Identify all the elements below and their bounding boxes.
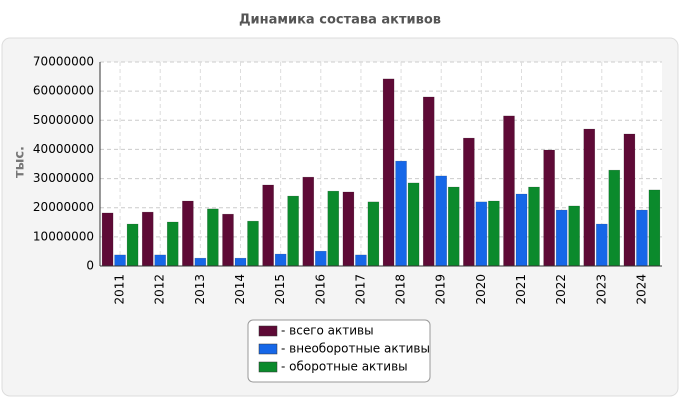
y-tick-label: 60000000 [33, 84, 94, 98]
x-tick-label: 2018 [394, 274, 408, 305]
x-tick-label: 2014 [233, 274, 247, 305]
x-tick-label: 2023 [594, 274, 608, 305]
bar [422, 96, 435, 267]
bar [407, 182, 420, 267]
bar [515, 193, 528, 267]
bar [367, 201, 380, 267]
bar [141, 211, 154, 267]
x-tick-label: 2013 [193, 274, 207, 305]
bar [648, 189, 661, 267]
bar [207, 208, 219, 267]
bar [382, 78, 395, 267]
bar [342, 191, 355, 267]
bar [447, 186, 460, 267]
bar [355, 254, 367, 267]
y-tick-label: 50000000 [33, 113, 94, 127]
bar [222, 213, 234, 267]
bar [596, 223, 608, 267]
x-tick-label: 2020 [474, 274, 488, 305]
y-tick-label: 10000000 [33, 229, 94, 243]
legend-label: - всего активы [281, 324, 374, 338]
legend [247, 319, 431, 383]
bar [114, 254, 126, 267]
bar [503, 115, 515, 267]
bar [583, 128, 596, 267]
bar [636, 209, 648, 267]
bar [568, 205, 580, 267]
x-tick-label: 2024 [634, 274, 648, 305]
y-tick-label: 20000000 [33, 200, 94, 214]
legend-label: - оборотные активы [281, 360, 408, 374]
bar [302, 176, 315, 267]
bar [488, 200, 500, 267]
bar [287, 195, 299, 267]
bar [234, 257, 247, 267]
y-tick-label: 0 [86, 259, 94, 273]
y-tick-label: 70000000 [33, 55, 94, 69]
bar [395, 160, 407, 267]
bar [166, 221, 179, 267]
legend-swatch [258, 325, 278, 337]
bar [435, 175, 447, 267]
x-tick-label: 2011 [113, 274, 127, 305]
chart-title: Динамика состава активов [239, 13, 441, 28]
x-tick-label: 2021 [514, 274, 528, 305]
bar [315, 250, 327, 267]
bar [543, 149, 555, 267]
bar [154, 254, 166, 267]
bar [194, 257, 207, 267]
x-tick-label: 2012 [153, 274, 167, 305]
bar [528, 186, 540, 267]
bar [475, 201, 488, 267]
x-tick-label: 2017 [353, 274, 367, 305]
bar [247, 220, 259, 267]
bar [274, 253, 287, 267]
bar [126, 223, 139, 267]
bar [463, 137, 475, 267]
y-tick-label: 40000000 [33, 142, 94, 156]
plot-area [100, 62, 662, 266]
bar [555, 209, 568, 267]
x-tick-label: 2022 [554, 274, 568, 305]
legend-swatch [258, 343, 278, 355]
bar [262, 184, 274, 267]
legend-swatch [258, 361, 278, 373]
y-axis-label: тыс. [13, 146, 28, 178]
bar [623, 133, 636, 267]
x-tick-label: 2015 [273, 274, 287, 305]
bar [327, 190, 340, 267]
legend-label: - внеоборотные активы [281, 342, 430, 356]
y-tick-label: 30000000 [33, 171, 94, 185]
x-tick-label: 2016 [313, 274, 327, 305]
x-tick-label: 2019 [434, 274, 448, 305]
bar [608, 169, 621, 267]
bar [182, 200, 194, 267]
bar [101, 212, 114, 267]
